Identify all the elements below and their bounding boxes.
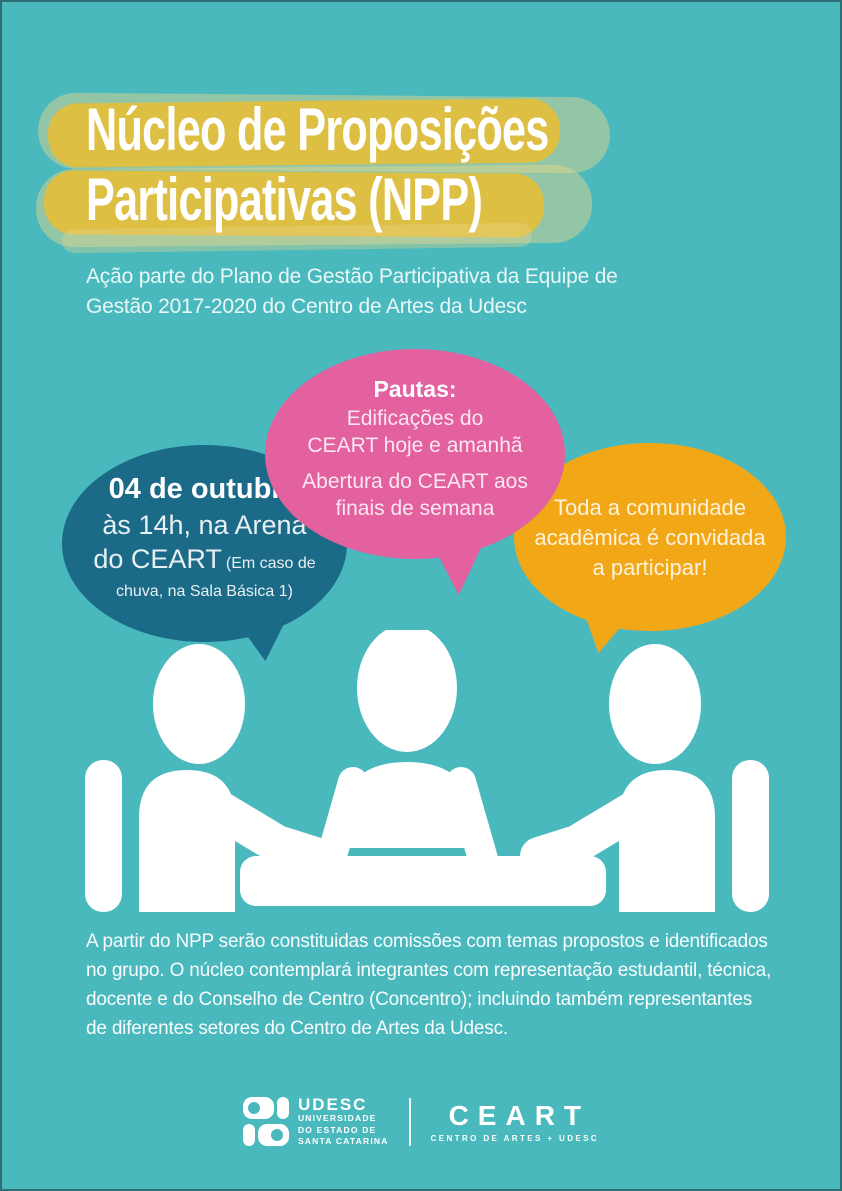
poster-title: Núcleo de Proposições Participativas (NP… <box>86 95 549 235</box>
udesc-logo-text: UDESC UNIVERSIDADE DO ESTADO DE SANTA CA… <box>298 1096 389 1148</box>
poster-subtitle-line1: Ação parte do Plano de Gestão Participat… <box>86 265 618 288</box>
poster-title-line2: Participativas (NPP) <box>86 166 483 233</box>
footer-logos: UDESC UNIVERSIDADE DO ESTADO DE SANTA CA… <box>2 1096 840 1148</box>
date-line: do CEART (Em caso de <box>93 544 316 574</box>
description-line: de diferentes setores do Centro de Artes… <box>86 1018 508 1039</box>
description-line: no grupo. O núcleo contemplará integrant… <box>86 960 772 981</box>
date-note: chuva, na Sala Básica 1) <box>116 583 293 600</box>
meeting-people-icon <box>85 630 769 912</box>
udesc-line: UNIVERSIDADE <box>297 1113 377 1123</box>
poster-title-line1: Núcleo de Proposições <box>86 96 549 163</box>
agenda-item: CEART hoje e amanhã <box>307 434 523 457</box>
udesc-line: SANTA CATARINA <box>297 1136 389 1146</box>
udesc-name: UDESC <box>297 1095 368 1114</box>
ceart-tagline: CENTRO DE ARTES + UDESC <box>430 1133 600 1143</box>
date-note: (Em caso de <box>225 555 316 572</box>
invite-line: acadêmica é convidada <box>534 525 766 550</box>
description-line: A partir do NPP serão constituidas comis… <box>86 931 768 952</box>
description-line: docente e do Conselho de Centro (Concent… <box>86 989 753 1010</box>
date-line: às 14h, na Arena <box>102 510 307 540</box>
description-text: A partir do NPP serão constituidas comis… <box>86 927 796 1043</box>
udesc-logo-icon <box>242 1096 289 1146</box>
udesc-line: DO ESTADO DE <box>297 1124 377 1135</box>
poster-subtitle-line2: Gestão 2017-2020 do Centro de Artes da U… <box>86 295 527 318</box>
ceart-name: CEART <box>448 1099 591 1131</box>
bubble-tail <box>418 517 496 595</box>
poster-subtitle: Ação parte do Plano de Gestão Participat… <box>86 262 618 322</box>
agenda-heading: Pautas: <box>373 376 457 402</box>
invite-line: a participar! <box>592 555 708 580</box>
agenda-item: Abertura do CEART aos <box>302 470 528 493</box>
udesc-logo: UDESC UNIVERSIDADE DO ESTADO DE SANTA CA… <box>242 1096 389 1148</box>
logo-divider <box>408 1097 411 1146</box>
ceart-logo: CEART CENTRO DE ARTES + UDESC <box>430 1099 600 1143</box>
invite-line: Toda a comunidade <box>553 495 747 520</box>
speech-bubble-invite: Toda a comunidade acadêmica é convidada … <box>514 443 786 653</box>
agenda-item: finais de semana <box>335 497 495 520</box>
agenda-item: Edificações do <box>346 407 484 430</box>
speech-bubble-agenda: Pautas: Edificações do CEART hoje e aman… <box>265 349 565 595</box>
